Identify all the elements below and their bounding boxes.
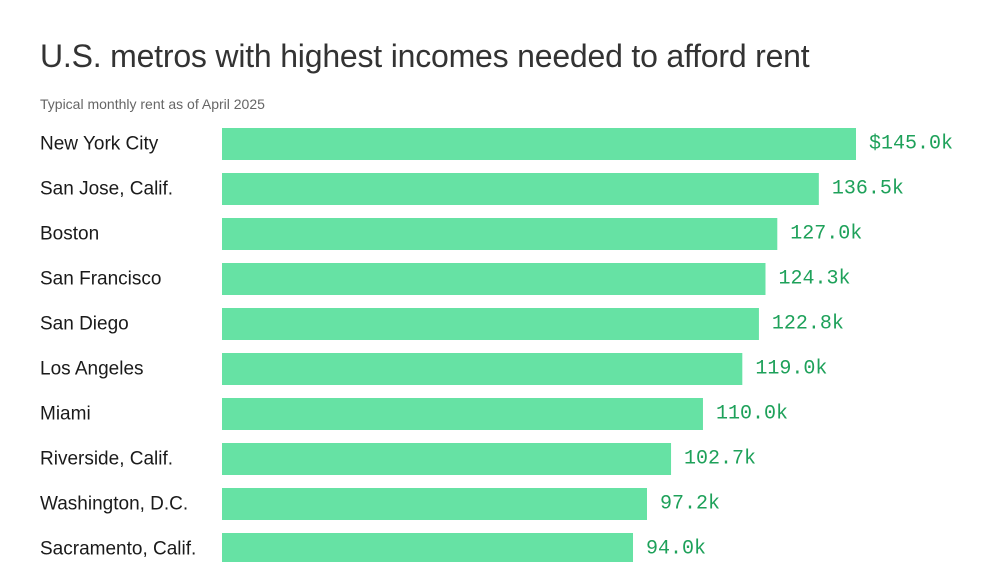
- bar-row: Miami 110.0k: [40, 398, 788, 430]
- bar: [222, 263, 766, 295]
- category-label: Miami: [40, 404, 91, 425]
- bar: [222, 488, 647, 520]
- value-label: 102.7k: [684, 448, 756, 471]
- value-label: $145.0k: [869, 133, 953, 156]
- bar-row: New York City $145.0k: [40, 128, 953, 160]
- bar-row: San Jose, Calif. 136.5k: [40, 173, 904, 205]
- bar-row: Washington, D.C. 97.2k: [40, 488, 720, 520]
- category-label: New York City: [40, 134, 159, 155]
- bar-row: San Diego 122.8k: [40, 308, 844, 340]
- category-label: Sacramento, Calif.: [40, 539, 196, 560]
- category-label: Riverside, Calif.: [40, 449, 173, 470]
- bar-row: Riverside, Calif. 102.7k: [40, 443, 756, 475]
- bar-row: Boston 127.0k: [40, 218, 862, 250]
- category-label: Los Angeles: [40, 359, 144, 380]
- category-label: San Jose, Calif.: [40, 179, 173, 200]
- bar: [222, 533, 634, 562]
- value-label: 94.0k: [646, 538, 706, 561]
- value-label: 124.3k: [778, 268, 850, 291]
- bar-row: Los Angeles 119.0k: [40, 353, 827, 385]
- value-label: 97.2k: [660, 493, 720, 516]
- bar: [222, 218, 778, 250]
- value-label: 127.0k: [790, 223, 862, 246]
- bar: [222, 128, 856, 160]
- category-label: Washington, D.C.: [40, 494, 188, 515]
- value-label: 136.5k: [832, 178, 904, 201]
- bar: [222, 398, 703, 430]
- bar-row: Sacramento, Calif. 94.0k: [40, 533, 706, 562]
- category-label: San Diego: [40, 314, 129, 335]
- bar: [222, 173, 819, 205]
- category-label: Boston: [40, 224, 99, 245]
- chart-subtitle: Typical monthly rent as of April 2025: [40, 96, 265, 112]
- bar: [222, 443, 672, 475]
- bar: [222, 353, 743, 385]
- value-label: 119.0k: [755, 358, 827, 381]
- value-label: 122.8k: [772, 313, 844, 336]
- bar: [222, 308, 759, 340]
- bar-row: San Francisco 124.3k: [40, 263, 851, 295]
- value-label: 110.0k: [716, 403, 788, 426]
- category-label: San Francisco: [40, 269, 161, 290]
- chart-title: U.S. metros with highest incomes needed …: [40, 38, 810, 74]
